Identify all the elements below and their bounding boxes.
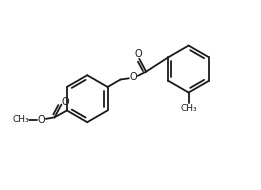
Text: O: O — [135, 49, 143, 59]
Text: O: O — [38, 115, 45, 125]
Text: O: O — [129, 72, 137, 82]
Text: CH₃: CH₃ — [180, 104, 197, 113]
Text: CH₃: CH₃ — [13, 115, 29, 124]
Text: O: O — [61, 97, 69, 107]
